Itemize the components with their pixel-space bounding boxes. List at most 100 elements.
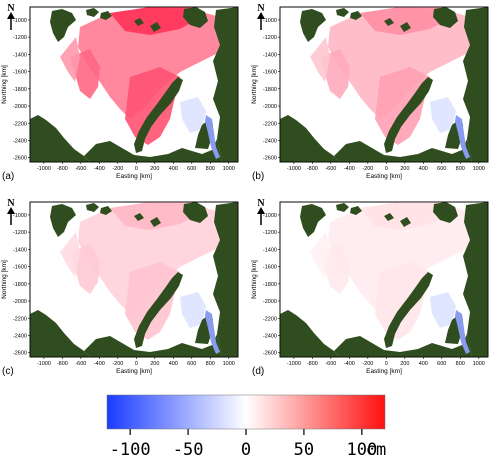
y-tick-label: -1400 [263, 52, 277, 58]
y-tick-label: -2000 [263, 104, 277, 110]
map-svg: -1000 -800 -600 -400 -200 0 200 400 600 800 1000-1… [251, 3, 489, 182]
colorbar-tick-label: 100 [346, 440, 377, 459]
x-tick-label: -200 [362, 166, 373, 172]
y-tick-label: -2400 [13, 138, 27, 144]
y-tick-label: -1600 [263, 70, 277, 76]
x-tick-label: -800 [57, 361, 68, 367]
land-mass [433, 7, 458, 28]
plot-border [279, 6, 489, 163]
land-mass [280, 310, 340, 357]
x-tick-label: 800 [206, 166, 215, 172]
x-tick-label: -1000 [287, 361, 301, 367]
anomaly-region [125, 67, 180, 145]
land-mass [150, 217, 161, 227]
x-tick-label: 800 [456, 361, 465, 367]
y-tick-label: -1200 [13, 230, 27, 236]
land-mass [463, 202, 488, 357]
x-tick-label: -200 [112, 361, 123, 367]
map-panel-d: -1000 -800 -600 -400 -200 0 200 400 600 800 1000 -1… [250, 195, 500, 390]
y-tick-label: -2400 [263, 138, 277, 144]
north-arrow-icon: N [257, 198, 265, 225]
x-tick-label: -400 [344, 361, 355, 367]
x-tick-label: -1000 [287, 166, 301, 172]
anomaly-region [375, 67, 430, 145]
x-tick-label: 600 [187, 361, 196, 367]
inlet-water [455, 310, 470, 354]
land-mass [183, 202, 208, 223]
y-tick-label: -1000 [263, 213, 277, 219]
y-axis-label: Northing [km] [251, 65, 258, 104]
land-mass [384, 77, 433, 153]
land-mass [300, 9, 326, 42]
north-arrow-icon: N [7, 198, 15, 225]
plot-border [279, 201, 489, 358]
y-tick-label: -2200 [13, 121, 27, 127]
svg-text:N: N [257, 3, 265, 14]
x-tick-label: 1000 [223, 361, 235, 367]
anomaly-region [78, 7, 220, 119]
anomaly-region [60, 232, 80, 277]
negative-region [180, 292, 206, 328]
x-tick-label: 0 [385, 166, 388, 172]
x-tick-label: 200 [150, 361, 159, 367]
y-tick-label: -1400 [13, 247, 27, 253]
land-mass [350, 11, 362, 20]
anomaly-region [110, 202, 198, 230]
x-tick-label: 200 [400, 166, 409, 172]
colorbar-tick-label: 0 [241, 440, 251, 459]
negative-region [430, 97, 456, 133]
land-mass [336, 8, 349, 17]
x-tick-label: -800 [307, 361, 318, 367]
land-mass [86, 203, 99, 212]
x-axis-label: Easting [km] [116, 173, 152, 180]
anomaly-region [60, 37, 80, 82]
land-mass [30, 115, 90, 162]
x-tick-label: 800 [206, 361, 215, 367]
x-tick-label: -200 [112, 166, 123, 172]
y-tick-label: -1400 [263, 247, 277, 253]
land-mass [50, 9, 76, 42]
y-tick-label: -2600 [263, 351, 277, 357]
y-tick-label: -1400 [13, 52, 27, 58]
land-mass [334, 139, 472, 162]
y-tick-label: -2600 [13, 156, 27, 162]
x-tick-label: -400 [94, 166, 105, 172]
land-mass [86, 8, 99, 17]
y-tick-label: -1200 [263, 230, 277, 236]
colorbar-unit: cm [366, 440, 386, 459]
map-svg: -1000 -800 -600 -400 -200 0 200 400 600 800 1000-1… [1, 3, 239, 182]
y-tick-label: -1600 [13, 265, 27, 271]
x-axis-label: Easting [km] [366, 173, 402, 180]
land-mass [134, 272, 183, 348]
x-tick-label: -400 [94, 361, 105, 367]
plot-border [29, 201, 239, 358]
colorbar-tick-label: -50 [173, 440, 204, 459]
land-mass [213, 202, 238, 357]
y-axis-label: Northing [km] [1, 260, 8, 299]
panel-label: (c) [2, 366, 14, 377]
panel-label: (a) [2, 171, 14, 182]
anomaly-region [125, 262, 180, 340]
x-tick-label: 400 [169, 166, 178, 172]
colorbar-tick-label: -100 [110, 440, 151, 459]
y-tick-label: -1800 [263, 282, 277, 288]
y-tick-label: -1600 [263, 265, 277, 271]
land-mass [134, 18, 144, 26]
x-tick-label: 200 [150, 166, 159, 172]
y-tick-label: -1200 [13, 35, 27, 41]
land-mass [50, 204, 76, 237]
land-mass [384, 272, 433, 348]
inlet-water [205, 115, 220, 159]
land-mass [30, 310, 90, 357]
land-mass [400, 217, 411, 227]
y-tick-label: -2200 [13, 316, 27, 322]
y-axis-label: Northing [km] [1, 65, 8, 104]
x-tick-label: 0 [135, 166, 138, 172]
x-tick-label: -600 [325, 361, 336, 367]
land-mass [433, 202, 458, 223]
x-axis-label: Easting [km] [116, 368, 152, 375]
x-tick-label: 0 [385, 361, 388, 367]
y-tick-label: -1200 [263, 35, 277, 41]
x-tick-label: -200 [362, 361, 373, 367]
x-tick-label: 1000 [223, 166, 235, 172]
